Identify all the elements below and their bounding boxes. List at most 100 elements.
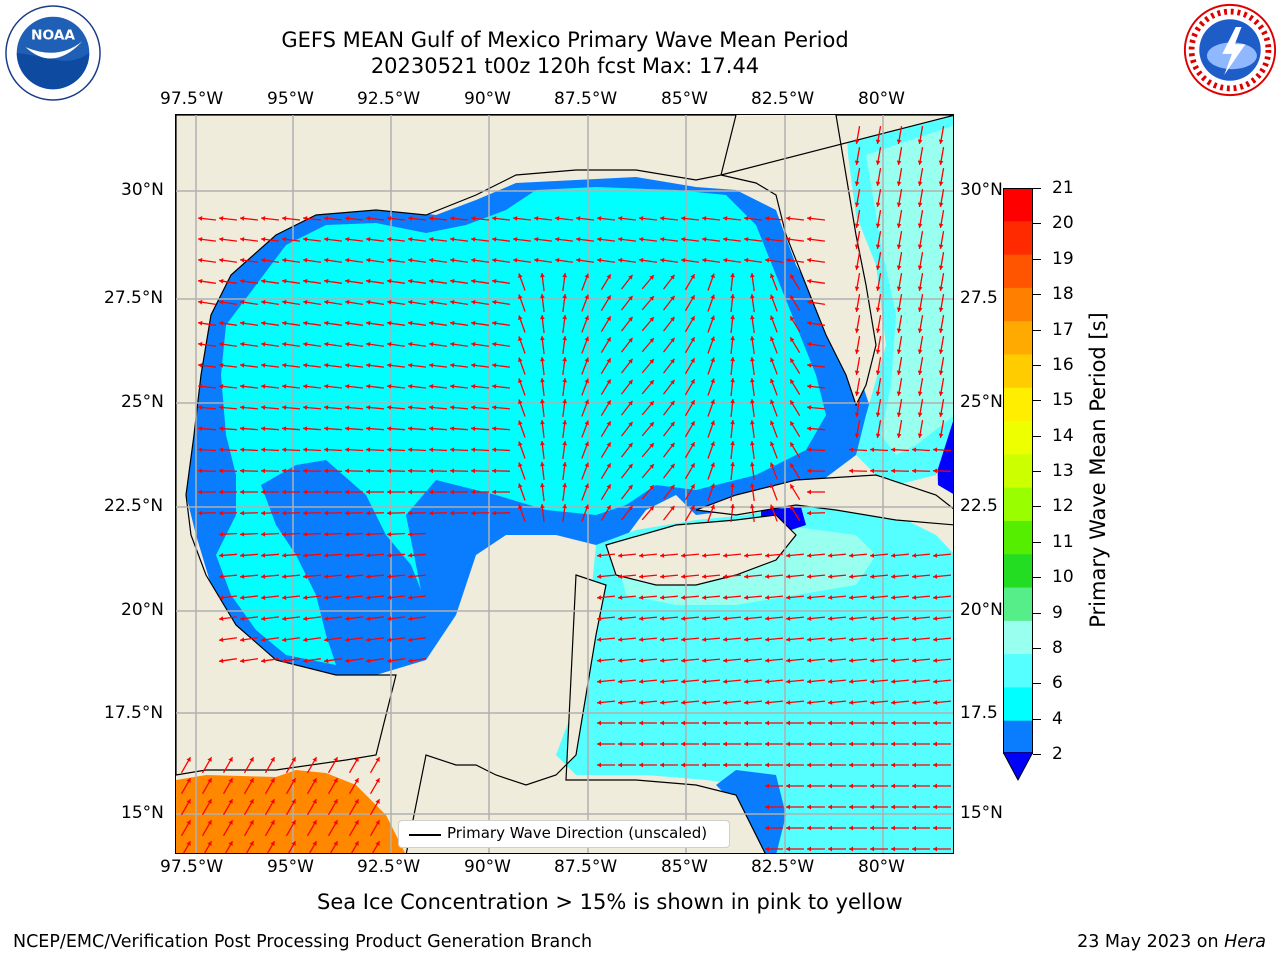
wave-arrow	[407, 637, 427, 643]
wave-arrow	[306, 819, 318, 837]
wave-arrow	[492, 320, 510, 326]
wave-arrow	[785, 216, 805, 221]
wave-arrow	[875, 336, 882, 354]
wave-arrow	[344, 510, 364, 516]
wave-arrow	[219, 299, 237, 305]
wave-arrow	[596, 216, 616, 221]
wave-arrow	[533, 216, 553, 221]
wave-arrow	[639, 720, 657, 726]
wave-arrow	[344, 574, 364, 579]
wave-arrow	[344, 216, 364, 221]
wave-arrow	[764, 679, 784, 684]
wave-arrow	[638, 574, 658, 579]
wave-arrow	[264, 756, 276, 774]
wave-arrow	[471, 299, 489, 305]
wave-arrow	[302, 447, 322, 453]
wave-arrow	[806, 510, 826, 516]
wave-arrow	[684, 315, 696, 333]
wave-arrow	[749, 272, 755, 292]
wave-arrow	[638, 637, 658, 642]
wave-arrow	[680, 236, 700, 242]
wave-arrow	[597, 720, 615, 726]
wave-arrow	[730, 377, 735, 397]
wave-arrow	[285, 819, 297, 837]
wave-arrow	[218, 236, 238, 242]
wave-arrow	[896, 294, 903, 312]
wave-arrow	[562, 482, 568, 502]
wave-arrow	[386, 489, 406, 495]
wave-arrow	[239, 341, 259, 347]
wave-arrow	[600, 315, 612, 333]
wave-arrow	[180, 819, 192, 837]
wave-arrow	[345, 299, 363, 305]
wave-arrow	[239, 510, 259, 516]
wave-arrow	[764, 616, 784, 621]
wave-arrow	[345, 320, 363, 326]
wave-arrow	[730, 503, 735, 523]
wave-arrow	[786, 720, 804, 726]
wave-arrow	[680, 574, 700, 579]
wave-arrow	[323, 595, 343, 600]
wave-arrow	[302, 574, 322, 579]
wave-arrow	[581, 336, 589, 354]
wave-arrow	[365, 236, 385, 242]
wave-arrow	[702, 720, 720, 726]
wave-arrow	[302, 426, 322, 432]
wave-arrow	[518, 483, 526, 501]
wave-arrow	[365, 531, 385, 537]
wave-arrow	[806, 574, 826, 579]
wave-arrow	[323, 637, 343, 643]
wave-arrow	[562, 356, 568, 376]
wave-arrow	[260, 510, 280, 516]
wave-arrow	[324, 299, 342, 305]
wave-arrow	[562, 440, 568, 460]
wave-arrow	[281, 362, 301, 368]
wave-arrow	[764, 257, 784, 263]
wave-arrow	[917, 231, 924, 249]
wave-arrow	[581, 441, 589, 459]
colorbar-segment	[1003, 188, 1033, 222]
wave-arrow	[722, 553, 742, 558]
wave-arrow	[302, 637, 322, 643]
wave-arrow	[281, 637, 301, 643]
wave-arrow	[641, 379, 655, 395]
wave-arrow	[182, 840, 192, 853]
wave-arrow	[600, 420, 612, 438]
wave-arrow	[600, 357, 612, 375]
wave-arrow	[302, 616, 322, 622]
wave-arrow	[617, 216, 637, 221]
lon-tick: 85°W	[661, 857, 708, 877]
lon-tick: 97.5°W	[160, 857, 224, 877]
wave-arrow	[912, 846, 930, 852]
wave-arrow	[749, 293, 755, 313]
wave-arrow	[620, 274, 634, 290]
yucatan-land	[605, 514, 797, 586]
wave-arrow	[896, 126, 903, 144]
wave-arrow	[765, 720, 783, 726]
wave-arrow	[491, 426, 511, 432]
wave-arrow	[429, 278, 447, 284]
colorbar-tick-label: 18	[1052, 284, 1074, 305]
mexico-land	[176, 115, 737, 776]
wave-arrow	[581, 273, 589, 291]
wave-arrow	[281, 384, 301, 389]
wave-arrow	[344, 637, 364, 643]
wave-arrow	[890, 447, 910, 453]
wave-arrow	[764, 658, 784, 663]
wave-arrow	[932, 468, 952, 474]
wave-arrow	[366, 658, 384, 664]
wave-arrow	[730, 314, 735, 334]
wave-arrow	[323, 236, 343, 242]
wave-arrow	[789, 504, 801, 522]
wave-arrow	[323, 531, 343, 537]
wave-arrow	[938, 315, 945, 333]
wave-arrow	[854, 231, 861, 249]
wave-arrow	[386, 574, 406, 579]
wave-arrow	[680, 595, 700, 600]
wave-arrow	[785, 553, 805, 558]
wave-arrow	[911, 658, 931, 663]
wave-arrow	[540, 314, 545, 334]
wave-arrow	[554, 216, 574, 221]
wave-arrow	[641, 358, 655, 374]
colorbar-segment	[1003, 354, 1033, 389]
